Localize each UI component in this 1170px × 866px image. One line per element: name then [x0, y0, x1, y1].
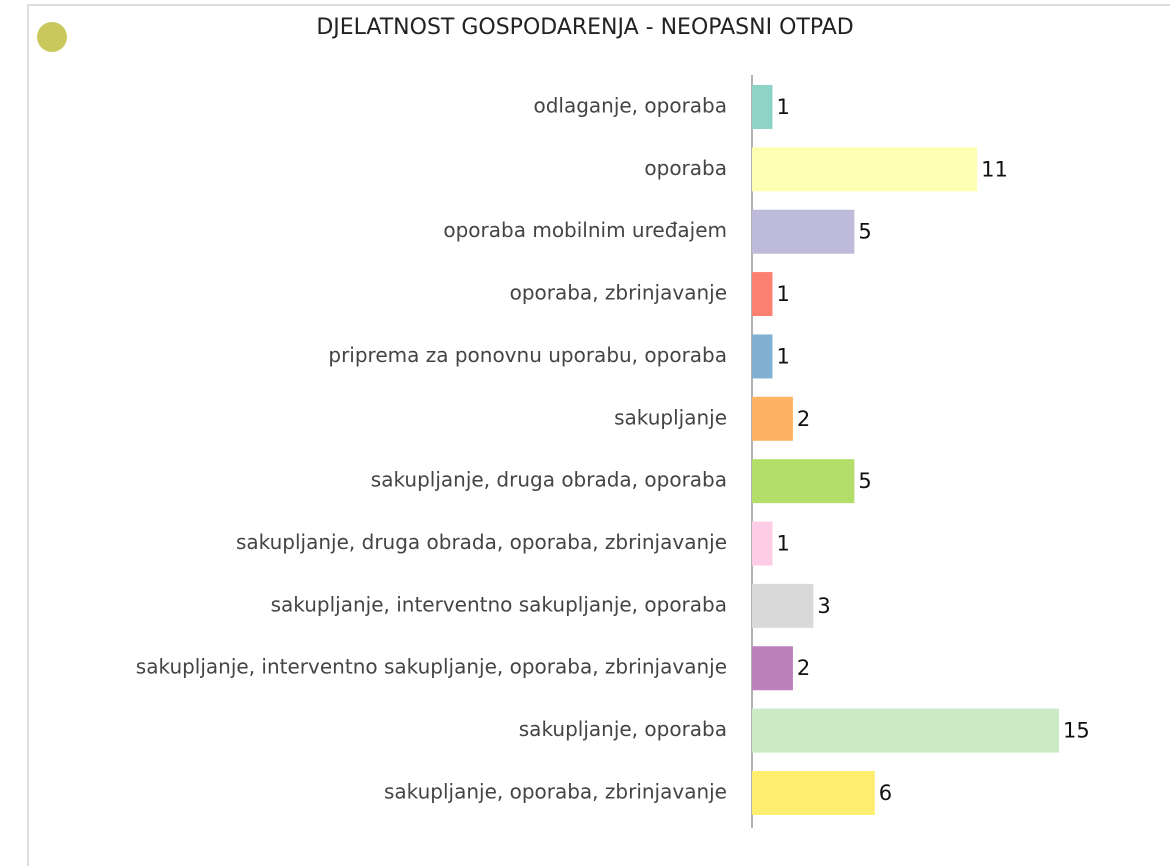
category-label: oporaba, zbrinjavanje: [510, 281, 727, 305]
bar: [752, 147, 978, 192]
data-label: 11: [981, 157, 1008, 181]
bar: [752, 770, 875, 815]
chart-title: DJELATNOST GOSPODARENJA - NEOPASNI OTPAD: [316, 15, 853, 40]
bar: [752, 209, 855, 254]
data-label: 2: [797, 407, 810, 431]
category-label: oporaba mobilnim uređajem: [443, 218, 727, 242]
bar: [752, 334, 773, 379]
data-label: 5: [858, 469, 871, 493]
bar: [752, 459, 855, 504]
data-label: 1: [776, 95, 789, 119]
data-label: 5: [858, 220, 871, 244]
data-label: 15: [1063, 719, 1090, 743]
data-label: 1: [776, 282, 789, 306]
bar: [752, 396, 793, 441]
data-label: 2: [797, 656, 810, 680]
bar: [752, 272, 773, 317]
category-label: sakupljanje, druga obrada, oporaba, zbri…: [236, 530, 727, 554]
data-label: 1: [776, 344, 789, 368]
category-label: sakupljanje, oporaba, zbrinjavanje: [384, 779, 727, 803]
category-label: sakupljanje: [614, 405, 727, 429]
bar: [752, 521, 773, 566]
bar: [752, 583, 814, 628]
bar: [752, 646, 793, 691]
data-label: 6: [879, 781, 892, 805]
category-label: sakupljanje, oporaba: [519, 717, 727, 741]
category-label: odlaganje, oporaba: [533, 94, 727, 118]
data-label: 3: [817, 594, 830, 618]
category-label: sakupljanje, interventno sakupljanje, op…: [271, 592, 727, 616]
bar: [752, 708, 1059, 753]
icon: [37, 22, 67, 52]
data-label: 1: [776, 532, 789, 556]
category-label: priprema za ponovnu uporabu, oporaba: [328, 343, 727, 367]
category-label: oporaba: [644, 156, 727, 180]
category-label: sakupljanje, interventno sakupljanje, op…: [136, 655, 727, 679]
category-label: sakupljanje, druga obrada, oporaba: [371, 468, 727, 492]
bar: [752, 85, 773, 129]
